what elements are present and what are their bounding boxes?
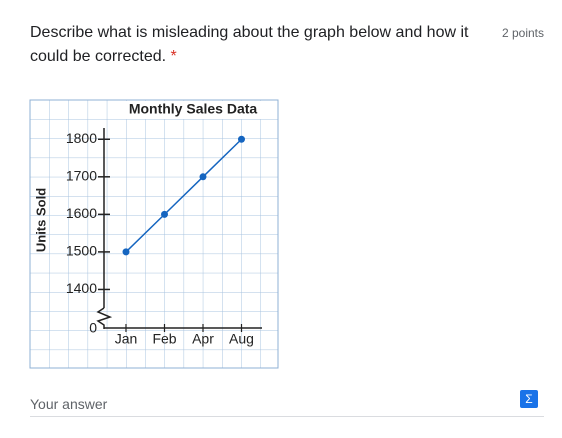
x-tick-label: Feb bbox=[152, 331, 176, 347]
point bbox=[238, 135, 245, 143]
y-tick-label: 1800 bbox=[66, 130, 97, 146]
question: Describe what is misleading about the gr… bbox=[30, 21, 500, 69]
equation-button[interactable]: Σ bbox=[520, 390, 538, 408]
y-tick-label: 1400 bbox=[66, 280, 97, 296]
axis-break bbox=[96, 307, 113, 329]
y-tick-label: 1500 bbox=[66, 243, 97, 259]
question-text: Describe what is misleading about the gr… bbox=[30, 24, 469, 65]
answer-placeholder[interactable]: Your answer bbox=[30, 396, 108, 412]
x-tick-label: Jan bbox=[115, 331, 138, 347]
y-axis-label: Units Sold bbox=[33, 188, 48, 252]
x-tick-label: Aug bbox=[229, 331, 254, 347]
point bbox=[122, 248, 130, 256]
x-tick-label: Apr bbox=[192, 331, 214, 347]
chart-title: Monthly Sales Data bbox=[129, 101, 258, 117]
points: 2 points bbox=[501, 26, 544, 40]
y-break-label: 0 bbox=[89, 320, 97, 336]
point bbox=[161, 210, 168, 218]
point bbox=[199, 173, 207, 181]
required-mark: * bbox=[170, 48, 177, 65]
line bbox=[125, 138, 243, 253]
title-bg bbox=[122, 101, 264, 119]
y-tick-label: 1700 bbox=[66, 168, 97, 184]
y-tick-label: 1600 bbox=[66, 205, 97, 221]
answer-underline bbox=[30, 416, 544, 417]
